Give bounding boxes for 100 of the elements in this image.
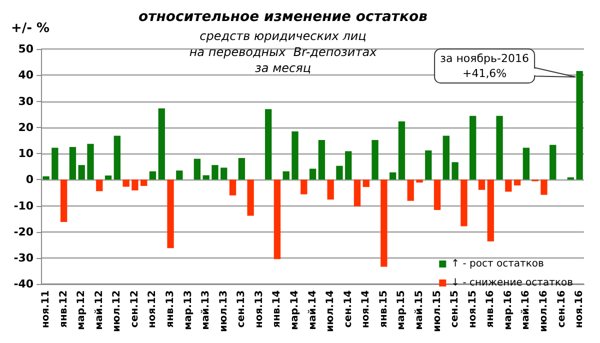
x-tick-label: ноя.13 — [254, 290, 265, 328]
bar — [114, 136, 121, 180]
bar — [140, 180, 148, 186]
bar — [202, 175, 210, 180]
x-tick-label: май.15 — [414, 290, 425, 330]
bar — [60, 180, 68, 222]
bar — [452, 162, 458, 180]
x-tick-label: май.16 — [520, 290, 532, 330]
x-tick-label: ноя.15 — [467, 290, 478, 328]
bar — [176, 170, 183, 180]
x-tick-label: янв.16 — [485, 290, 496, 328]
x-tick-label: сен.14 — [342, 290, 354, 328]
x-tick-label: июл.12 — [112, 290, 123, 332]
bar — [470, 116, 476, 180]
x-tick-label: июл.14 — [325, 290, 336, 332]
y-tick-label: -20 — [14, 225, 34, 238]
bar — [505, 180, 512, 192]
bar — [265, 109, 272, 180]
bar — [416, 180, 423, 183]
legend-label: ↑ - рост остатков — [451, 258, 544, 270]
bar — [149, 171, 156, 180]
x-tick-label: ноя.11 — [40, 290, 52, 328]
x-tick-label: ноя.12 — [147, 290, 158, 328]
x-tick-label: ноя.14 — [360, 290, 372, 328]
bar — [292, 131, 298, 180]
y-tick-label: -30 — [14, 252, 34, 265]
bar — [96, 180, 103, 192]
y-tick-label: 20 — [18, 120, 34, 134]
bar — [372, 140, 378, 180]
annotation: за ноябрь-2016 +41,6% — [440, 52, 529, 80]
x-tick-label: май.13 — [200, 290, 212, 330]
bar — [122, 180, 130, 187]
bar — [550, 144, 556, 180]
chart-subtitle: средств юридических лиц на переводных Br-депозитах за месяц — [189, 29, 378, 75]
y-tick-label: 10 — [18, 147, 34, 160]
x-tick-label: янв.15 — [378, 290, 390, 328]
x-tick-label: июл.16 — [538, 290, 550, 332]
x-tick-label: июл.13 — [218, 290, 230, 332]
x-tick-label: сен.15 — [450, 290, 461, 328]
x-tick-label: сен.12 — [129, 290, 140, 328]
x-tick-label: мар.12 — [76, 290, 88, 330]
bar — [194, 158, 201, 180]
bar — [69, 147, 76, 180]
x-tick-label: янв.12 — [58, 290, 70, 328]
y-tick-label: 40 — [18, 68, 34, 82]
bar — [318, 140, 326, 180]
bar — [434, 180, 441, 210]
bar — [247, 180, 254, 216]
y-tick-label: -10 — [14, 199, 34, 212]
bar — [576, 70, 583, 180]
bar — [78, 165, 85, 180]
bar — [300, 180, 308, 194]
bar — [274, 180, 281, 260]
x-tick-label: мар.15 — [396, 290, 408, 330]
bar — [167, 180, 174, 248]
bar — [229, 180, 236, 196]
bar — [238, 158, 245, 180]
bar — [327, 180, 334, 200]
x-tick-label: мар.14 — [290, 290, 301, 330]
legend-label: ↓ - снижение остатков — [451, 278, 574, 288]
bar — [496, 116, 503, 180]
x-tick-label: сен.13 — [236, 290, 248, 328]
bar — [42, 176, 50, 180]
bar — [398, 121, 406, 180]
bar — [132, 180, 138, 190]
bar — [104, 176, 112, 180]
bar — [540, 180, 548, 195]
bar — [336, 166, 343, 180]
y-tick-label: 0 — [26, 173, 34, 186]
chart-title: относительное изменение остатков — [138, 9, 428, 25]
y-axis-title: +/- % — [10, 21, 50, 36]
x-tick-label: май.14 — [307, 290, 318, 330]
x-tick-label: янв.14 — [272, 290, 283, 328]
bar — [407, 180, 414, 201]
bar — [442, 136, 450, 180]
bar — [282, 171, 290, 180]
x-tick-label: мар.16 — [502, 290, 514, 330]
bar — [522, 148, 530, 180]
x-tick-label: май.12 — [94, 290, 105, 330]
bar — [220, 168, 228, 180]
bar — [52, 148, 58, 180]
x-tick-label: мар.13 — [182, 290, 194, 330]
x-tick-label: сен.16 — [556, 290, 568, 328]
x-tick-label: июл.15 — [432, 290, 443, 332]
x-tick-label: ноя.16 — [574, 290, 586, 328]
bar — [460, 180, 468, 226]
y-tick-label: 50 — [18, 42, 34, 56]
bar — [514, 180, 521, 186]
x-tick-label: янв.13 — [165, 290, 176, 328]
bar — [87, 144, 94, 180]
y-tick-label: -40 — [14, 278, 34, 291]
bar — [345, 151, 352, 180]
bar — [362, 180, 370, 188]
bar — [380, 180, 388, 267]
bar — [158, 108, 165, 180]
bar — [425, 150, 432, 180]
bar — [212, 165, 218, 180]
bar — [478, 180, 486, 190]
y-tick-label: 30 — [18, 94, 34, 108]
bar — [309, 168, 316, 180]
